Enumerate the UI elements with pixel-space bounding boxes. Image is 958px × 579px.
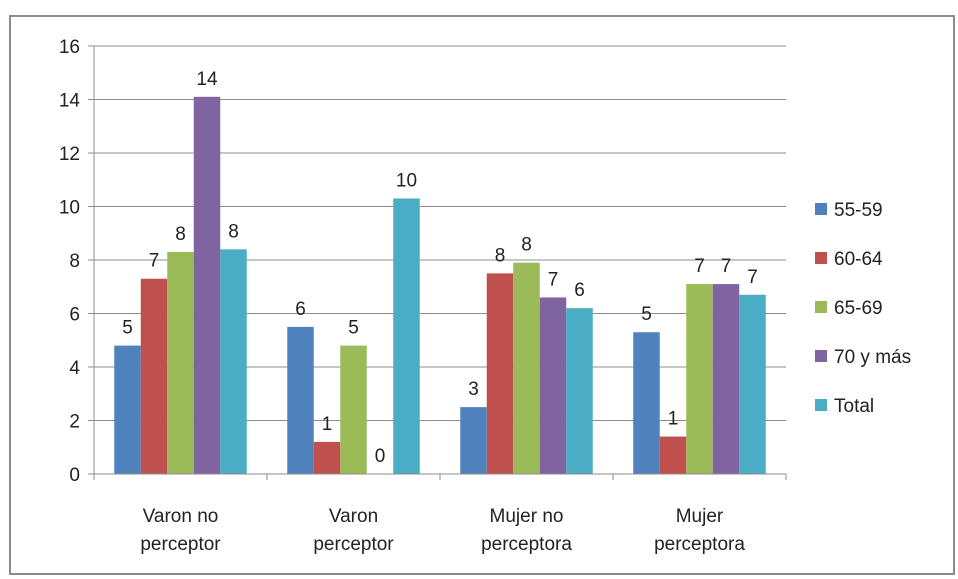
legend-swatch (815, 252, 827, 264)
chart-frame: 5 7 8 14 8 6 1 5 0 10 3 8 8 7 6 5 1 7 7 7 0 2 4 6 8 10 12 14 16 Varo… (9, 15, 955, 575)
data-label: 6 (574, 280, 585, 301)
y-tick-label: 2 (69, 412, 80, 433)
x-category-label: perceptora (654, 534, 745, 555)
data-label: 8 (495, 245, 506, 266)
data-label: 7 (694, 256, 705, 277)
data-label: 0 (375, 446, 386, 467)
legend-label: 60-64 (834, 249, 883, 270)
bar-65-69 (340, 345, 367, 474)
bar-60-64 (659, 436, 687, 474)
x-category-label: perceptor (313, 534, 394, 555)
bar-65-69 (167, 251, 194, 474)
bar-55-59 (460, 407, 487, 474)
bar-55-59 (287, 326, 314, 474)
data-label: 1 (322, 414, 333, 435)
y-tick-label: 12 (59, 144, 80, 165)
bar-70-y-más (539, 297, 567, 474)
data-label: 1 (668, 409, 679, 430)
bar-55-59 (633, 332, 660, 474)
bar-55-59 (114, 345, 141, 474)
data-label: 7 (548, 269, 559, 290)
x-category-label: Mujer (676, 506, 724, 527)
bar-60-64 (313, 441, 341, 474)
data-label: 7 (721, 256, 732, 277)
legend: 55-59 60-64 65-69 70 y más Total (815, 200, 911, 417)
bar-Total (393, 198, 420, 474)
bar-Total (739, 294, 766, 474)
legend-swatch (815, 350, 827, 362)
data-label: 8 (175, 224, 186, 245)
y-tick-label: 4 (69, 358, 80, 379)
y-tick-label: 16 (59, 37, 80, 58)
y-tick-label: 0 (69, 465, 80, 486)
x-category-label: Mujer no (490, 506, 564, 527)
bar-Total (220, 249, 247, 474)
x-category-label: perceptor (140, 534, 221, 555)
x-category-label: Varon (329, 506, 378, 527)
data-label: 10 (396, 170, 417, 191)
legend-label: Total (834, 396, 874, 417)
bar-70-y-más (193, 96, 221, 474)
legend-swatch (815, 203, 827, 215)
data-label: 14 (196, 69, 218, 90)
data-label: 8 (521, 235, 532, 256)
legend-label: 55-59 (834, 200, 883, 221)
y-tick-label: 14 (59, 91, 81, 112)
data-label: 6 (295, 299, 306, 320)
data-label: 7 (747, 267, 758, 288)
bar-Total (566, 308, 593, 474)
x-category-label: perceptora (481, 534, 572, 555)
data-label: 5 (122, 318, 133, 339)
legend-swatch (815, 301, 827, 313)
legend-swatch (815, 399, 827, 411)
y-tick-label: 10 (59, 198, 80, 219)
data-label: 5 (348, 318, 359, 339)
bar-65-69 (686, 284, 713, 474)
y-tick-label: 6 (69, 305, 80, 326)
bar-60-64 (486, 273, 514, 474)
data-label: 7 (149, 251, 160, 272)
y-tick-label: 8 (69, 251, 80, 272)
bar-65-69 (513, 262, 540, 474)
bar-60-64 (140, 278, 168, 474)
legend-label: 65-69 (834, 298, 883, 319)
legend-label: 70 y más (834, 347, 911, 368)
bar-70-y-más (712, 284, 740, 474)
data-label: 3 (468, 379, 479, 400)
bars (114, 96, 766, 474)
x-category-label: Varon no (143, 506, 219, 527)
data-label: 8 (228, 221, 239, 242)
data-label: 5 (641, 304, 652, 325)
